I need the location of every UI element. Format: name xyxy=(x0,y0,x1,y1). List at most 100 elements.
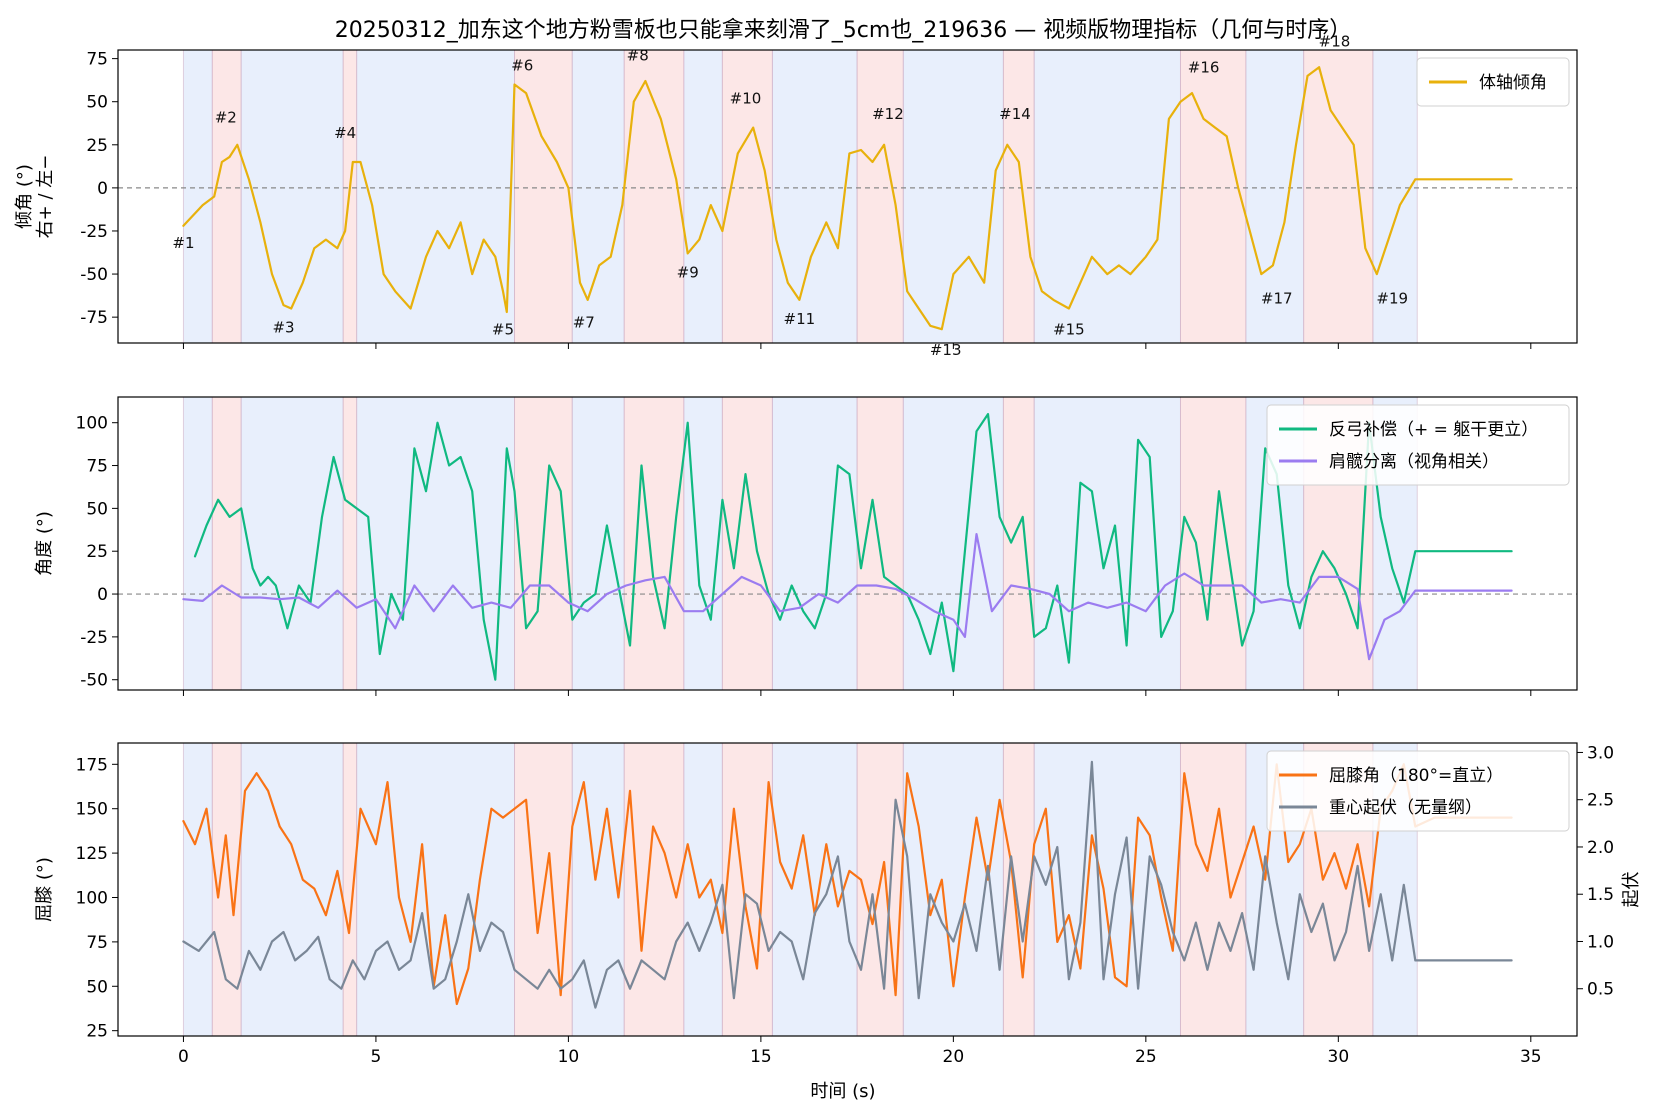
turn-label: #10 xyxy=(730,89,762,107)
y-tick-label: 125 xyxy=(76,844,108,864)
y-tick-label: 25 xyxy=(86,1022,108,1042)
turn-label: #2 xyxy=(215,108,237,126)
phase-band-red xyxy=(211,50,242,343)
turn-label: #17 xyxy=(1261,289,1293,307)
chart-title: 20250312_加东这个地方粉雪板也只能拿来刻滑了_5cm也_219636 —… xyxy=(335,17,1351,43)
turn-label: #14 xyxy=(999,105,1031,123)
phase-band-red xyxy=(623,397,685,690)
y-tick-label: -50 xyxy=(80,265,108,285)
y-tick-label: 75 xyxy=(86,933,108,953)
plot-frame xyxy=(117,742,1578,1037)
x-tick-label: 35 xyxy=(1520,1047,1542,1067)
x-tick-label: 0 xyxy=(178,1047,189,1067)
phase-band-blue xyxy=(1245,50,1305,343)
turn-label: #19 xyxy=(1376,289,1408,307)
phase-band-blue xyxy=(1033,50,1181,343)
y-tick-label: 0 xyxy=(97,585,108,605)
series-lines xyxy=(182,66,1513,331)
phase-band-red xyxy=(342,743,358,1036)
phase-band-red xyxy=(721,50,773,343)
phase-band-red xyxy=(1179,743,1247,1036)
y-tick-label: 75 xyxy=(86,457,108,477)
y-tick-label: 50 xyxy=(86,499,108,519)
phase-band-blue xyxy=(240,50,344,343)
legend: 反弓补偿（+ = 躯干更立） 肩髋分离（视角相关） xyxy=(1266,404,1570,486)
y-tick-label: 25 xyxy=(86,542,108,562)
legend-label: 重心起伏（无量纲） xyxy=(1329,798,1482,818)
phase-band-blue xyxy=(240,397,344,690)
y-right-tick-label: 1.0 xyxy=(1587,932,1614,952)
series-line xyxy=(182,66,1513,331)
turn-label: #3 xyxy=(272,319,294,337)
legend: 体轴倾角 xyxy=(1416,57,1570,107)
y-tick-label: 50 xyxy=(86,977,108,997)
turn-label: #4 xyxy=(334,124,356,142)
series-lines xyxy=(182,413,1513,681)
turn-label: #1 xyxy=(172,234,194,252)
phase-band-blue xyxy=(683,743,723,1036)
panel-knee: 0 5 10 15 20 25 30 35 25 50 75 100 125 150 175 0.5 1.0 1.… xyxy=(34,742,1642,1067)
phase-band-red xyxy=(514,50,573,343)
phase-band-red xyxy=(721,743,773,1036)
plot-frame xyxy=(117,396,1578,691)
phase-bands xyxy=(182,743,1418,1036)
phase-band-red xyxy=(623,50,685,343)
y-tick-label: 100 xyxy=(76,414,108,434)
x-tick-label: 10 xyxy=(558,1047,580,1067)
series-line xyxy=(182,763,1513,1006)
phase-band-red xyxy=(1002,50,1035,343)
legend-label: 屈膝角（180°=直立） xyxy=(1329,766,1503,786)
x-tick-label: 15 xyxy=(750,1047,772,1067)
y-right-axis-label: 起伏 xyxy=(1621,872,1642,908)
y-tick-label: 150 xyxy=(76,800,108,820)
turn-label: #9 xyxy=(677,264,699,282)
phase-band-red xyxy=(1303,50,1374,343)
panel-angle: -50 -25 0 25 50 75 100 角度 (°) 反弓补偿（+ = 躯干更立） 肩髋分离… xyxy=(34,396,1578,696)
plot-frame xyxy=(117,49,1578,344)
phase-band-blue xyxy=(182,397,213,690)
y-tick-label: -75 xyxy=(80,308,108,328)
y-tick-label: 75 xyxy=(86,50,108,70)
phase-band-red xyxy=(1002,397,1035,690)
y-right-tick-label: 3.0 xyxy=(1587,743,1614,763)
phase-band-red xyxy=(1179,50,1247,343)
phase-band-red xyxy=(211,397,242,690)
y-right-tick-label: 0.5 xyxy=(1587,980,1614,1000)
phase-band-blue xyxy=(1372,50,1418,343)
turn-label: #6 xyxy=(511,57,533,75)
y-right-tick-label: 2.5 xyxy=(1587,791,1614,811)
phase-band-blue xyxy=(683,50,723,343)
x-tick-label: 30 xyxy=(1328,1047,1350,1067)
phase-bands xyxy=(182,397,1418,690)
phase-band-blue xyxy=(356,743,516,1036)
y-tick-label: 100 xyxy=(76,888,108,908)
legend-box xyxy=(1266,750,1570,832)
y-tick-label: -25 xyxy=(80,628,108,648)
legend-label: 体轴倾角 xyxy=(1479,73,1547,93)
legend-box xyxy=(1416,57,1570,107)
phase-band-blue xyxy=(571,397,625,690)
phase-band-blue xyxy=(182,50,213,343)
y-tick-label: -50 xyxy=(80,671,108,691)
x-axis-label: 时间 (s) xyxy=(810,1081,875,1102)
legend-label: 肩髋分离（视角相关） xyxy=(1329,452,1499,472)
phase-band-blue xyxy=(240,743,344,1036)
y-tick-label: 0 xyxy=(97,179,108,199)
x-tick-label: 20 xyxy=(943,1047,965,1067)
legend-box xyxy=(1266,404,1570,486)
panel-tilt: -75 -50 -25 0 25 50 75 倾角 (°) 右+ / 左− #1 #2 #3 #4 #5 #… xyxy=(14,33,1578,359)
turn-label: #13 xyxy=(930,341,962,359)
y-tick-label: 175 xyxy=(76,755,108,775)
phase-band-blue xyxy=(771,397,858,690)
phase-band-blue xyxy=(1033,397,1181,690)
legend: 屈膝角（180°=直立） 重心起伏（无量纲） xyxy=(1266,750,1570,832)
series-lines xyxy=(182,760,1513,1009)
series-line xyxy=(182,760,1513,1009)
x-tick-label: 25 xyxy=(1135,1047,1157,1067)
turn-label: #18 xyxy=(1319,33,1351,51)
y-right-tick-label: 1.5 xyxy=(1587,885,1614,905)
y-tick-label: 50 xyxy=(86,93,108,113)
phase-band-blue xyxy=(356,50,516,343)
y-tick-label: 25 xyxy=(86,136,108,156)
